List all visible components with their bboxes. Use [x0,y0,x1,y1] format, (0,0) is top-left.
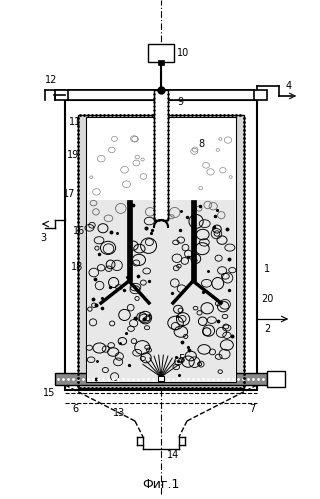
Text: 3: 3 [40,233,46,243]
Text: 20: 20 [261,294,273,304]
Text: 4: 4 [286,81,292,91]
Text: 11: 11 [69,117,81,127]
Bar [55,373,267,385]
Text: 15: 15 [43,388,55,398]
Bar [127,200,132,281]
Text: 7: 7 [249,404,255,414]
Bar [68,90,254,100]
Bar [78,115,244,388]
Text: 16: 16 [73,226,85,236]
Text: 18: 18 [71,262,83,272]
Bar [267,371,285,387]
Text: 8: 8 [198,139,204,149]
Bar [87,200,235,382]
Bar [191,200,196,281]
Bar [65,100,257,390]
Text: 13: 13 [113,408,125,418]
Bar [158,376,164,381]
Text: Фиг.1: Фиг.1 [142,479,180,492]
Bar [86,117,236,382]
Bar [55,90,267,100]
Text: 6: 6 [72,404,78,414]
Text: 17: 17 [63,189,75,199]
Bar [154,90,168,220]
Text: 10: 10 [177,48,189,58]
Bar [148,44,174,62]
Text: 9: 9 [177,97,183,107]
Bar [158,60,164,65]
Text: 5: 5 [178,354,184,364]
Text: 1: 1 [264,264,270,274]
Text: 2: 2 [264,324,270,334]
Text: 19: 19 [67,150,79,160]
Text: 12: 12 [45,75,57,85]
Text: 14: 14 [167,450,179,460]
